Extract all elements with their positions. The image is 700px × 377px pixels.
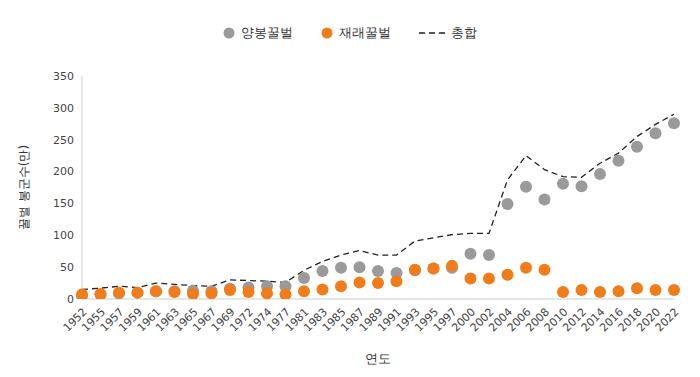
svg-text:꿀벌 봉군수(만): 꿀벌 봉군수(만) xyxy=(17,145,31,230)
svg-text:1991: 1991 xyxy=(375,305,405,335)
svg-text:2014: 2014 xyxy=(578,305,608,335)
svg-text:2012: 2012 xyxy=(560,305,590,335)
html-text:총합: 총합 xyxy=(451,25,477,40)
svg-text:2016: 2016 xyxy=(597,305,627,335)
html-text:재래꿀벌: 재래꿀벌 xyxy=(339,25,391,40)
svg-text:2002: 2002 xyxy=(467,305,497,335)
svg-text:2010: 2010 xyxy=(541,305,571,335)
svg-text:1959: 1959 xyxy=(116,305,146,335)
svg-text:2020: 2020 xyxy=(634,305,664,335)
svg-text:1965: 1965 xyxy=(171,305,201,335)
svg-text:1963: 1963 xyxy=(153,305,183,335)
svg-text:연도: 연도 xyxy=(365,351,391,366)
svg-text:250: 250 xyxy=(53,134,74,147)
svg-text:1969: 1969 xyxy=(208,305,238,335)
svg-text:0: 0 xyxy=(67,293,74,306)
html-text:양봉꿀벌: 양봉꿀벌 xyxy=(241,25,293,40)
svg-text:1955: 1955 xyxy=(79,305,109,335)
svg-text:350: 350 xyxy=(53,70,74,83)
svg-text:50: 50 xyxy=(60,261,74,274)
svg-text:1981: 1981 xyxy=(282,305,312,335)
svg-text:100: 100 xyxy=(53,229,74,242)
svg-text:1997: 1997 xyxy=(430,305,460,335)
svg-text:1961: 1961 xyxy=(134,305,164,335)
svg-text:1977: 1977 xyxy=(264,305,294,335)
svg-text:2006: 2006 xyxy=(504,305,534,335)
svg-text:200: 200 xyxy=(53,165,74,178)
svg-text:1974: 1974 xyxy=(245,305,275,335)
svg-text:2018: 2018 xyxy=(615,305,645,335)
svg-text:1952: 1952 xyxy=(60,305,90,335)
svg-text:150: 150 xyxy=(53,197,74,210)
svg-text:1987: 1987 xyxy=(338,305,368,335)
svg-text:1995: 1995 xyxy=(412,305,442,335)
svg-text:2008: 2008 xyxy=(523,305,553,335)
svg-text:2022: 2022 xyxy=(653,305,682,334)
svg-text:1985: 1985 xyxy=(319,305,349,335)
svg-text:1989: 1989 xyxy=(356,305,386,335)
svg-text:1993: 1993 xyxy=(393,305,423,335)
svg-text:1983: 1983 xyxy=(301,305,331,335)
svg-text:1957: 1957 xyxy=(97,305,127,335)
svg-text:1972: 1972 xyxy=(227,305,257,335)
svg-text:2004: 2004 xyxy=(486,305,516,335)
svg-text:2000: 2000 xyxy=(449,305,479,335)
svg-text:300: 300 xyxy=(53,102,74,115)
svg-text:1967: 1967 xyxy=(190,305,220,335)
